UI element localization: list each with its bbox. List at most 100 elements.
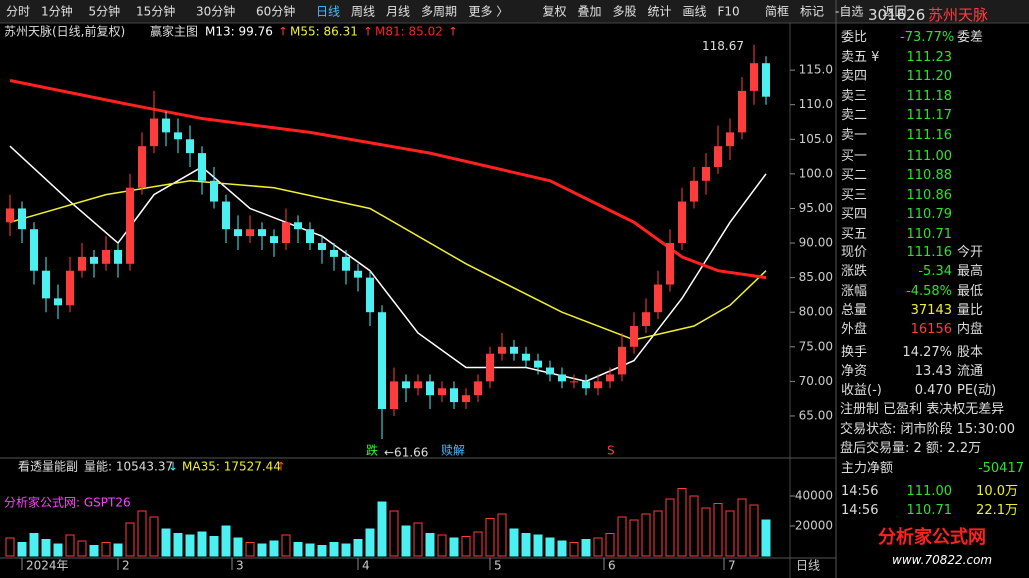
candle-body [498,346,506,354]
indicator-name: 赢家主图 [150,24,198,39]
order-label: 买四 [841,207,868,223]
toolbar-button[interactable]: 30分钟 [196,4,235,19]
candle-body [690,180,698,202]
y-tick-label: 105.0 [799,132,833,146]
volume-bar [41,539,51,557]
candle-body [522,353,530,361]
candle-body [570,381,578,383]
candle-body [318,243,326,250]
candle-body [714,146,722,167]
order-price: 111.17 [906,108,953,124]
candle-body [390,381,398,410]
volume-bar [101,542,111,557]
volume-bar [425,533,435,557]
stat-label: 涨幅 [841,283,868,299]
info-line: 注册制 已盈利 表决权无差异 [840,402,1005,417]
tick-volume: 22.1万 [976,503,1018,518]
chart-title: 苏州天脉(日线,前复权) [4,24,125,39]
volume-bar [17,542,27,557]
candle-body [282,222,290,244]
toolbar-button[interactable]: 画线 [683,5,707,19]
volume-bar [581,539,591,557]
volume-bar [521,533,531,557]
order-price: 111.18 [906,88,953,104]
toolbar-button[interactable]: 周线 [351,5,375,19]
volume-bar [389,510,399,557]
candle-body [486,353,494,382]
order-label: 卖五 ¥ [841,50,880,65]
candle-body [558,374,566,382]
toolbar-button[interactable]: 日线 [316,5,340,19]
volume-bar [137,510,147,557]
toolbar-button[interactable]: 叠加 [578,5,602,19]
x-tick-label: 7 [728,559,736,573]
toolbar-button[interactable]: 60分钟 [256,4,295,19]
toolbar-button[interactable]: 复权 [543,5,567,19]
toolbar-button[interactable]: 统计 [648,5,672,19]
order-price: 110.71 [906,226,953,242]
volume-bar [329,542,339,557]
toolbar-button[interactable]: 15分钟 [136,4,175,19]
toolbar-button[interactable]: 分时 [6,5,30,19]
stat-value: -4.58% [906,283,952,299]
toolbar-button[interactable]: F10 [718,5,740,19]
candle-body [510,346,518,354]
order-label: 卖一 [841,127,868,143]
toolbar-button[interactable]: 返回 [883,5,907,19]
volume-bar [737,498,747,557]
order-price: 111.16 [906,127,953,143]
volume-bar [653,510,663,557]
candle-body [246,229,254,237]
candle-body [342,256,350,271]
candle-body [546,367,554,375]
tick-time: 14:56 [841,484,879,499]
legend-entry: M81: 85.02 [375,25,443,39]
toolbar-button[interactable]: 多股 [613,5,637,19]
volume-bar [233,537,243,557]
volume-bar [473,531,483,557]
volume-bar [557,540,567,557]
volume-bar [281,534,291,557]
candle-body [474,381,482,396]
toolbar-button[interactable]: 更多 〉 [469,5,509,19]
volume-bar [725,510,735,557]
toolbar-button[interactable]: 多周期 [421,5,457,19]
candle-body [630,326,638,347]
candle-body [462,395,470,403]
order-label: 卖三 [841,88,868,104]
stat-label: 净资 [841,363,868,379]
stat-label: 最高 [957,264,984,280]
toolbar-button[interactable]: 5分钟 [89,4,121,19]
annotation: 118.67 [702,39,744,53]
candle-body [150,118,158,147]
volume-bar [677,488,687,557]
y-tick-label: 20000 [795,519,833,533]
volume-bar [713,503,723,557]
toolbar-bg [0,0,1029,23]
volume-bar [545,537,555,557]
toolbar-button[interactable]: 月线 [386,5,410,19]
candle-body [258,229,266,237]
stat-label: 内盘 [957,322,984,338]
candle-body [18,208,26,230]
volume-bar [617,516,627,557]
toolbar-button[interactable]: 简框 [765,5,789,19]
candle-body [750,63,758,91]
volume-bar [161,528,171,557]
x-tick-label: 5 [494,559,502,573]
tick-price: 111.00 [906,484,953,499]
candle-body [54,298,62,306]
volume-bar [461,536,471,557]
candle-body [210,180,218,202]
toolbar-button[interactable]: 1分钟 [41,4,73,19]
toolbar-button[interactable]: -自选 [835,5,863,19]
tick-price: 110.71 [906,503,953,518]
signal: 跌 [366,443,378,458]
candle-body [702,166,710,181]
logo-url: www.70822.com [892,553,993,567]
toolbar-button[interactable]: 标记 [800,5,824,19]
volume-bar [77,540,87,557]
candle-body [294,222,302,230]
candle-body [270,236,278,244]
volume-bar [401,525,411,557]
